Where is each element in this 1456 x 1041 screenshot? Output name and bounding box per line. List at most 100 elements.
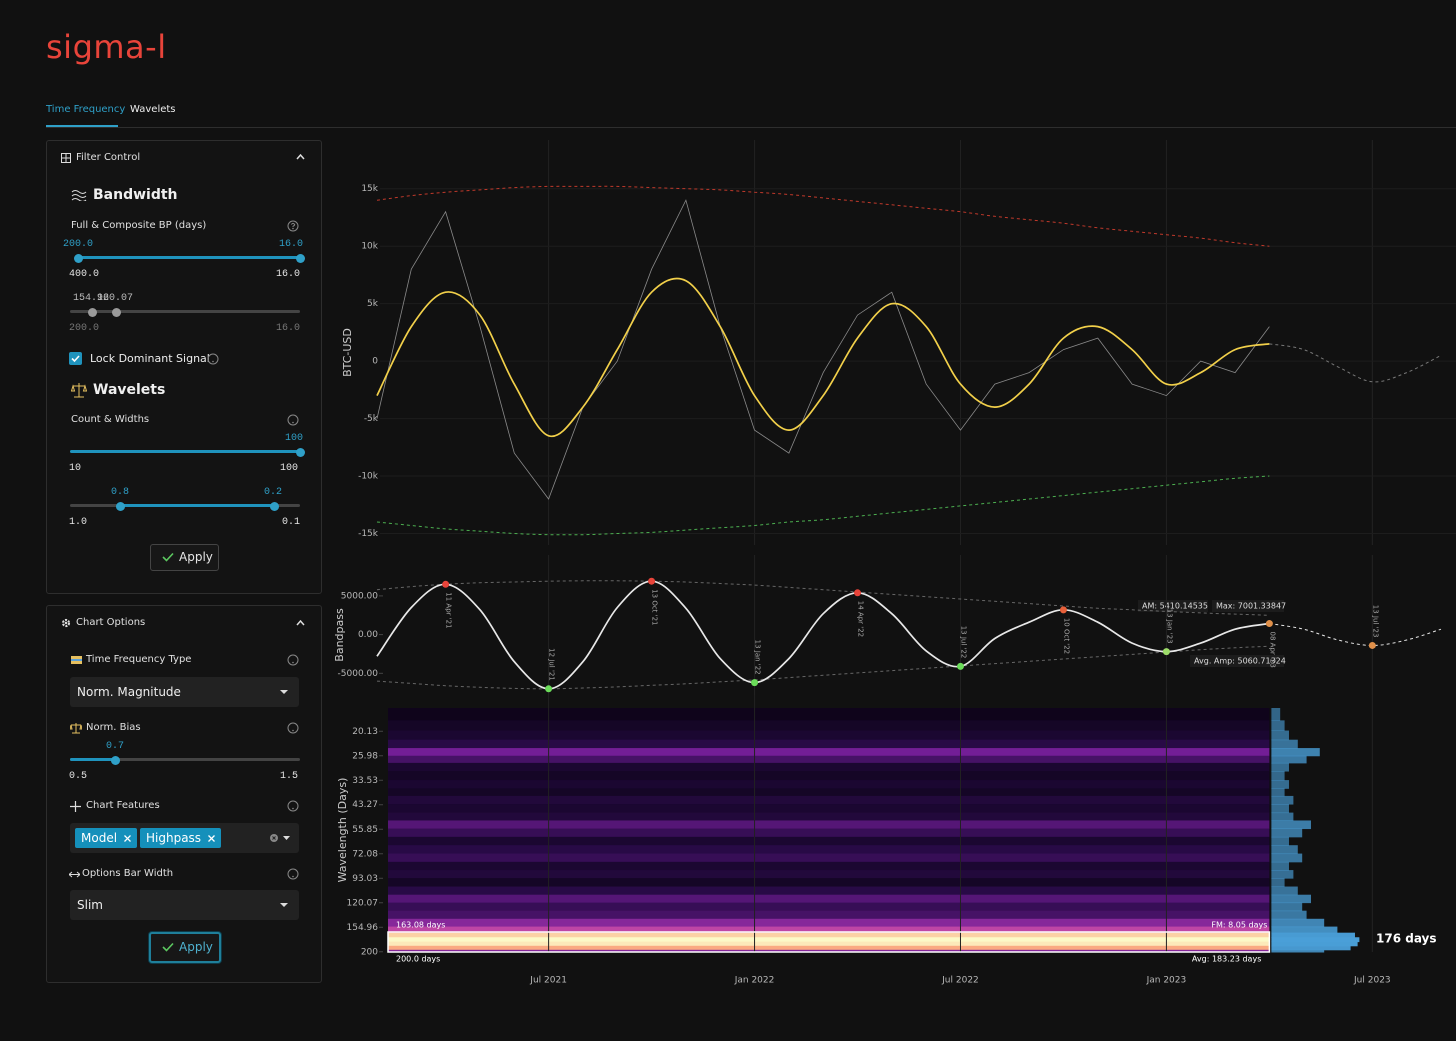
field-label: Time Frequency Type	[86, 654, 192, 665]
help-icon[interactable]	[287, 220, 299, 232]
spectrum-bar	[1271, 739, 1298, 749]
turning-point-label: 12 Jul '21	[548, 648, 556, 681]
turning-point	[1162, 648, 1170, 656]
slider-range[interactable]	[120, 504, 274, 507]
turning-point	[648, 577, 656, 585]
section-heading: Wavelets	[93, 382, 166, 398]
series-line	[376, 277, 1270, 438]
clear-icon[interactable]	[270, 834, 278, 842]
select[interactable]: Norm. Magnitude	[70, 677, 299, 707]
band-label: Avg: 183.23 days	[1192, 955, 1261, 964]
turning-point	[751, 679, 759, 687]
chip[interactable]: Highpass	[140, 828, 222, 848]
collapse-chevron[interactable]	[296, 620, 305, 626]
slider-max: 16.0	[276, 269, 301, 280]
slider-value: 0.2	[264, 487, 283, 498]
y-tick-label: -15k	[358, 529, 379, 539]
chip-remove[interactable]	[208, 835, 216, 842]
slider-track[interactable]	[70, 450, 300, 453]
slider-handle[interactable]	[74, 254, 83, 263]
help-icon[interactable]	[287, 868, 299, 880]
heatmap-cell	[388, 828, 1270, 838]
spectrum-bar	[1271, 828, 1303, 838]
slider-value: 16.0	[279, 239, 304, 250]
spectrum-bar	[1271, 910, 1307, 920]
help-icon[interactable]	[287, 800, 299, 812]
apply-button[interactable]: Apply	[150, 544, 219, 571]
slider-handle[interactable]	[116, 502, 125, 511]
slider-handle[interactable]	[296, 448, 305, 457]
caret	[283, 836, 290, 840]
spectrum-bar	[1271, 926, 1338, 934]
spectrum-bar	[1271, 949, 1325, 953]
slider-track[interactable]	[70, 758, 300, 761]
slider-value: 100	[285, 433, 304, 444]
heatmap-cell	[388, 780, 1270, 789]
heatmap-layer	[388, 708, 1270, 953]
turning-point-label: 13 Jul '22	[959, 626, 967, 659]
field-label: Chart Features	[86, 800, 160, 811]
logo[interactable]: sigma-l	[46, 28, 167, 66]
y-tick-label: 25.98	[352, 751, 378, 761]
y-tick-label: -5000.00	[338, 669, 379, 679]
heatmap-cell	[388, 795, 1270, 805]
heatmap-cell	[388, 861, 1270, 871]
slider-range[interactable]	[70, 758, 115, 761]
spectrum-bar	[1271, 820, 1311, 830]
y-tick-label: -5k	[364, 414, 379, 424]
annotation: AM: 5410.14535	[1142, 602, 1208, 611]
field-label: Norm. Bias	[86, 722, 141, 733]
spectrum-bar	[1271, 771, 1285, 781]
turning-point-label: 08 Apr '23	[1268, 632, 1276, 668]
slider-max: 16.0	[276, 323, 301, 334]
spectrum-bar	[1271, 902, 1303, 912]
checkbox-label[interactable]: Lock Dominant Signal	[90, 352, 210, 365]
spectrum-bar	[1271, 836, 1289, 846]
field-label: Options Bar Width	[82, 868, 174, 879]
select[interactable]: Slim	[70, 890, 299, 920]
tab-active[interactable]: Time Frequency	[46, 104, 126, 115]
checkbox[interactable]	[69, 352, 82, 365]
width-icon	[69, 871, 80, 878]
slider-min: 200.0	[69, 323, 100, 334]
slider-track[interactable]	[70, 310, 300, 313]
button-label: Apply	[179, 940, 213, 954]
slider-handle[interactable]	[270, 502, 279, 511]
apply-button[interactable]: Apply	[149, 932, 221, 963]
peak-label: 176 days	[1376, 932, 1437, 946]
heatmap-cell	[388, 708, 1270, 721]
turning-point-label: 13 Jul '23	[1371, 605, 1379, 638]
help-icon[interactable]	[207, 353, 219, 365]
spectrum-bar	[1271, 941, 1358, 947]
chip-label: Model	[81, 831, 118, 845]
x-tick-label: Jul 2021	[529, 976, 567, 986]
slider-handle[interactable]	[112, 308, 121, 317]
heatmap-cell	[388, 820, 1270, 830]
y-tick-label: 5k	[367, 299, 379, 309]
slider-handle[interactable]	[111, 756, 120, 765]
help-icon[interactable]	[287, 654, 299, 666]
heatmap-cell	[388, 937, 1270, 943]
spectrum-bar	[1271, 812, 1294, 821]
chip[interactable]: Model	[75, 828, 138, 848]
slider-handle[interactable]	[88, 308, 97, 317]
y-tick-label: 5000.00	[341, 591, 378, 601]
chip-remove[interactable]	[124, 835, 131, 842]
help-icon[interactable]	[287, 414, 299, 426]
spectrum-bar	[1271, 804, 1289, 814]
tab[interactable]: Wavelets	[130, 104, 176, 115]
spectrum-bar	[1271, 708, 1281, 721]
panel-title: Filter Control	[76, 152, 141, 163]
slider-max: 1.5	[280, 771, 299, 782]
plus-icon	[70, 801, 81, 812]
y-tick-label: 33.53	[352, 776, 378, 786]
slider-handle[interactable]	[296, 254, 305, 263]
spectrum-bar	[1271, 886, 1298, 896]
spectrum-bar	[1271, 878, 1285, 888]
gear-icon	[61, 618, 71, 628]
help-icon[interactable]	[287, 722, 299, 734]
x-tick-label: Jul 2023	[1353, 976, 1391, 986]
collapse-chevron[interactable]	[296, 154, 305, 160]
slider-track[interactable]	[78, 256, 300, 259]
